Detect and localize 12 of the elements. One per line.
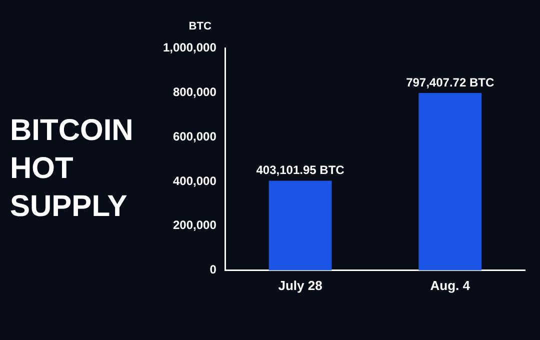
y-tick-label: 200,000 (172, 218, 217, 232)
y-tick-label: 600,000 (172, 129, 217, 144)
y-tick-label: 800,000 (172, 84, 217, 99)
y-axis-title: BTC (188, 20, 212, 33)
x-tick-label: Aug. 4 (430, 278, 471, 293)
y-tick-label: 0 (210, 262, 217, 277)
text: BITCOIN HOT SUPPLY (10, 113, 134, 225)
data-label: 797,407.72 BTC (406, 75, 494, 90)
x-tick-label: July 28 (278, 278, 322, 293)
data-label: 403,101.95 BTC (256, 163, 345, 178)
y-tick-label: 1,000,000 (162, 40, 217, 54)
y-tick-label: 400,000 (172, 174, 217, 188)
